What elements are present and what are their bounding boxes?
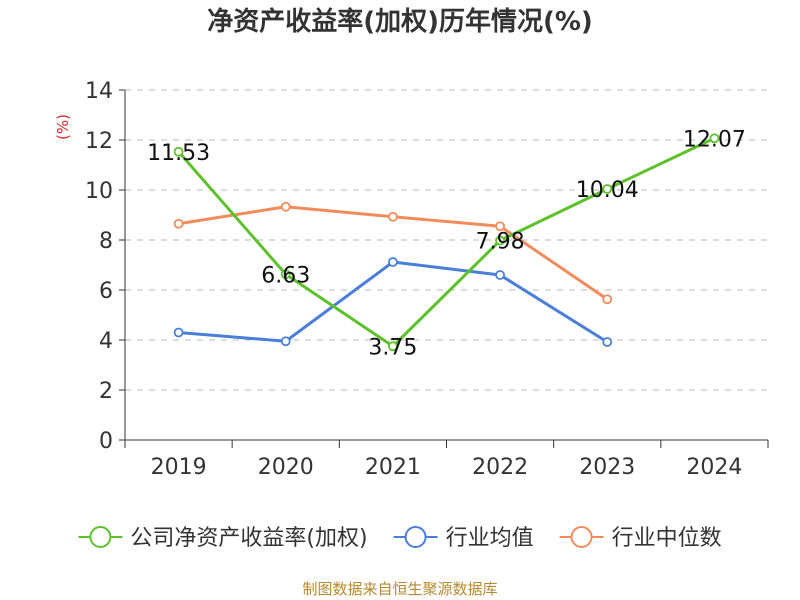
y-tick-label: 2 [99, 379, 113, 404]
legend-marker [89, 526, 112, 548]
data-point [388, 341, 398, 352]
data-point [280, 201, 291, 212]
data-label: 12.07 [683, 127, 746, 152]
data-point [280, 269, 291, 280]
y-tick-label: 6 [99, 279, 113, 304]
x-tick-label: 2022 [472, 455, 528, 480]
data-point [602, 337, 613, 347]
y-tick-label: 10 [85, 179, 113, 204]
axes: 0 2 4 6 8 10 12 14 2019 2020 2021 2022 2023 2024 [85, 79, 769, 480]
y-axis-unit-label: (%) [54, 114, 72, 140]
data-point [602, 294, 613, 305]
legend-item: 公司净资产收益率(加权) [78, 526, 368, 551]
y-tick-label: 14 [85, 79, 113, 104]
data-label: 11.53 [147, 141, 210, 166]
gridlines [125, 89, 768, 391]
data-point [602, 184, 613, 194]
data-point [388, 211, 398, 222]
legend-item: 行业中位数 [559, 526, 722, 551]
chart-title: 净资产收益率(加权)历年情况(%) [207, 6, 593, 37]
data-label: 3.75 [368, 335, 417, 360]
x-tick-label: 2024 [686, 455, 742, 480]
data-point [388, 257, 398, 267]
data-label: 6.63 [261, 263, 310, 288]
y-tick-label: 0 [99, 429, 113, 454]
series-line [177, 136, 716, 348]
legend-marker [404, 526, 427, 548]
legend-label: 行业中位数 [612, 526, 722, 551]
series-line [178, 260, 609, 344]
legend-label: 行业均值 [446, 526, 534, 551]
data-point [495, 270, 505, 280]
x-tick-label: 2021 [365, 455, 421, 480]
data-point [173, 218, 184, 229]
data-point [709, 133, 720, 144]
data-point [173, 327, 184, 338]
data-point [173, 146, 184, 157]
data-label: 10.04 [576, 178, 639, 203]
y-tick-label: 8 [99, 229, 113, 254]
legend-label: 公司净资产收益率(加权) [130, 526, 367, 551]
x-tick-label: 2020 [258, 455, 314, 480]
y-tick-label: 4 [99, 329, 113, 354]
source-note: 制图数据来自恒生聚源数据库 [302, 580, 497, 598]
x-tick-label: 2023 [579, 455, 635, 480]
x-tick-label: 2019 [151, 455, 207, 480]
legend-item: 行业均值 [393, 526, 534, 551]
legend: 公司净资产收益率(加权) 行业均值 行业中位数 [78, 526, 722, 551]
legend-marker [570, 526, 593, 548]
data-label: 7.98 [476, 230, 525, 255]
data-point [495, 235, 505, 246]
data-labels: 11.53 6.63 3.75 7.98 10.04 12.07 [147, 127, 746, 360]
series-layer [173, 133, 720, 352]
data-point [280, 336, 291, 347]
y-tick-label: 12 [85, 129, 113, 154]
data-point [495, 221, 505, 232]
